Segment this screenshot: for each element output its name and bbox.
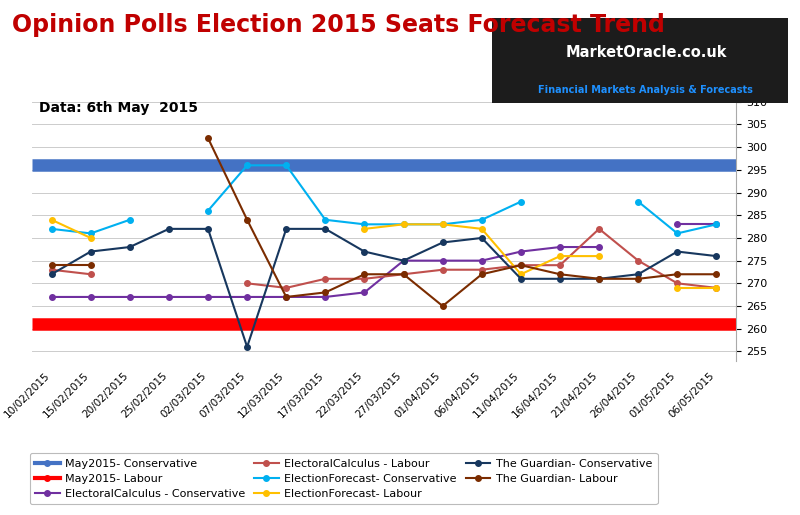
- Text: Financial Markets Analysis & Forecasts: Financial Markets Analysis & Forecasts: [538, 85, 754, 95]
- Legend: May2015- Conservative, May2015- Labour, ElectoralCalculus - Conservative, Electo: May2015- Conservative, May2015- Labour, …: [30, 453, 658, 504]
- Text: Opinion Polls Election 2015 Seats Forecast Trend: Opinion Polls Election 2015 Seats Foreca…: [12, 13, 665, 37]
- Text: Data: 6th May  2015: Data: 6th May 2015: [39, 101, 198, 115]
- Text: MarketOracle.co.uk: MarketOracle.co.uk: [565, 44, 726, 60]
